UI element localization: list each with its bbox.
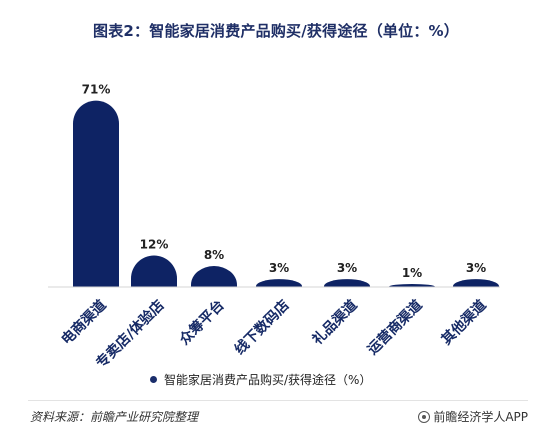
value-label-3: 8% (204, 248, 224, 262)
chart-title: 图表2：智能家居消费产品购买/获得途径（单位：%） (93, 22, 459, 40)
bar-6 (389, 284, 435, 287)
category-label-5: 礼品渠道 (309, 297, 361, 349)
legend: 智能家居消费产品购买/获得途径（%） (150, 371, 450, 388)
bar-3 (191, 266, 237, 287)
bar-2 (131, 255, 177, 287)
credit: 前瞻经济学人APP (418, 408, 528, 425)
category-label-3: 众筹平台 (176, 297, 228, 349)
value-label-6: 1% (402, 266, 422, 280)
value-label-5: 3% (337, 261, 357, 275)
value-label-2: 12% (140, 238, 169, 252)
value-labels-group: 71% 12% 8% 3% 3% 1% 3% (82, 83, 487, 280)
source-note: 资料来源：前瞻产业研究院整理 (30, 410, 199, 424)
bar-5 (324, 279, 370, 287)
category-label-1: 电商渠道 (58, 297, 110, 349)
value-label-4: 3% (269, 261, 289, 275)
legend-label: 智能家居消费产品购买/获得途径（%） (164, 373, 372, 387)
category-label-6: 运营商渠道 (364, 297, 426, 359)
credit-text: 前瞻经济学人APP (433, 410, 528, 424)
category-label-4: 线下数码店 (231, 297, 293, 359)
value-label-1: 71% (82, 83, 111, 97)
bar-7 (453, 279, 499, 287)
legend-marker (150, 376, 157, 383)
bar-4 (256, 279, 302, 287)
value-label-7: 3% (466, 261, 486, 275)
bar-1 (73, 100, 119, 287)
category-label-7: 其他渠道 (438, 297, 490, 349)
footer-divider (28, 400, 528, 401)
bars-group (73, 100, 499, 287)
credit-logo-icon (418, 410, 431, 423)
